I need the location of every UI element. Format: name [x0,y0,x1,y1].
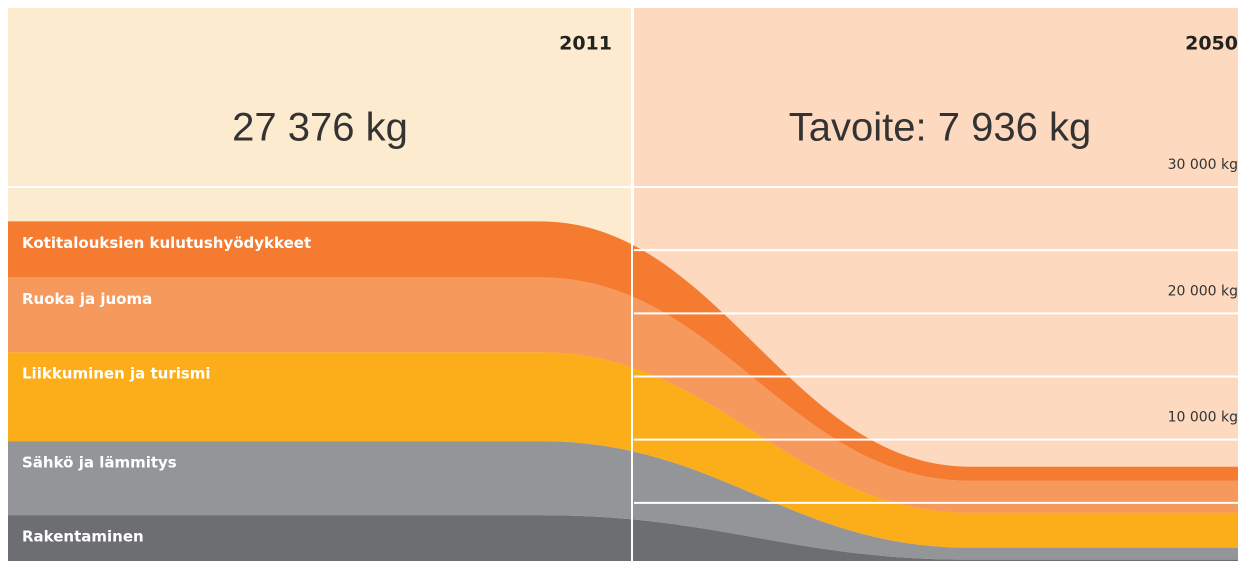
y-tick-label: 30 000 kg [1168,157,1238,173]
year-label: 2050 [1185,33,1238,55]
year-label: 2011 [559,33,612,55]
total-2011: 27 376 kg [232,106,408,150]
y-tick-label: 20 000 kg [1168,283,1238,299]
series-label: Ruoka ja juoma [22,290,152,308]
series-label: Rakentaminen [22,528,144,546]
areas: Rakentaminen Sähkö ja lämmitys Liikkuminen… [8,221,1238,561]
target-2050: Tavoite: 7 936 kg [789,106,1091,150]
series-label: Sähkö ja lämmitys [22,454,177,472]
area [8,221,1238,481]
area [8,515,1238,561]
area [8,277,1238,513]
area [8,441,1238,560]
area [8,352,1238,548]
series-label: Kotitalouksien kulutushyödykkeet [22,234,311,252]
series-label: Liikkuminen ja turismi [22,365,211,383]
y-tick-label: 10 000 kg [1168,410,1238,426]
